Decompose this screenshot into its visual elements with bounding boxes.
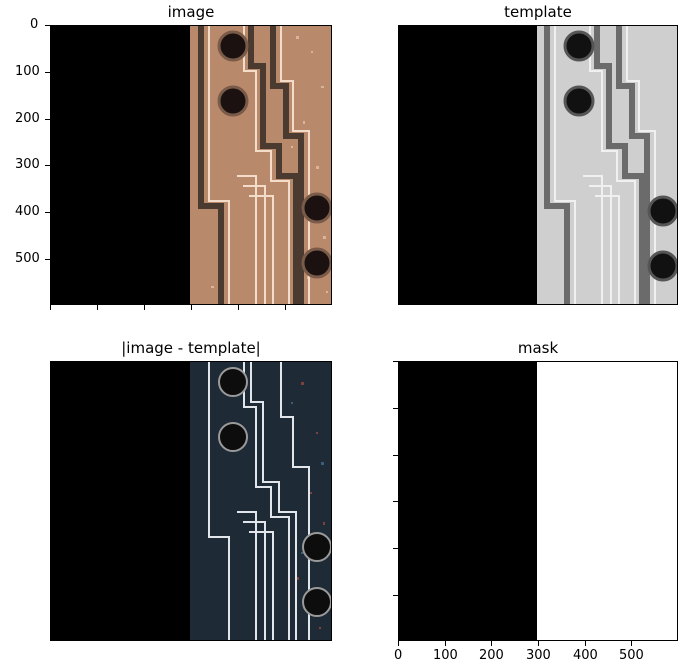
mask-plot-area xyxy=(398,361,678,641)
template-plot-area xyxy=(398,25,678,305)
mask-visual xyxy=(399,362,677,640)
y-tick-mark xyxy=(45,25,50,26)
panel-title-image: image xyxy=(167,3,215,21)
y-tick-label: 500 xyxy=(15,251,40,266)
image-circuit-visual xyxy=(51,26,331,304)
y-tick-mark xyxy=(393,455,398,456)
y-tick-label: 300 xyxy=(15,157,40,172)
x-tick-label: 100 xyxy=(433,648,458,663)
x-tick-label: 400 xyxy=(573,648,598,663)
x-tick-mark xyxy=(538,641,539,646)
x-tick-mark xyxy=(97,305,98,310)
y-tick-label: 400 xyxy=(15,204,40,219)
x-tick-mark xyxy=(191,305,192,310)
y-tick-mark xyxy=(45,259,50,260)
x-tick-mark xyxy=(144,305,145,310)
x-tick-mark xyxy=(238,305,239,310)
y-tick-mark xyxy=(45,165,50,166)
x-tick-mark xyxy=(491,641,492,646)
y-tick-mark xyxy=(45,212,50,213)
y-tick-mark xyxy=(45,72,50,73)
x-tick-label: 500 xyxy=(619,648,644,663)
x-tick-mark xyxy=(285,305,286,310)
x-tick-label: 0 xyxy=(394,648,403,663)
y-tick-label: 0 xyxy=(30,17,39,32)
panel-title-template: template xyxy=(504,3,572,21)
x-tick-mark xyxy=(631,641,632,646)
diff-circuit-visual xyxy=(51,362,331,640)
y-tick-mark xyxy=(393,595,398,596)
y-tick-mark xyxy=(45,119,50,120)
panel-title-diff: |image - template| xyxy=(121,339,261,357)
template-circuit-visual xyxy=(399,26,677,304)
x-tick-mark xyxy=(50,305,51,310)
y-tick-label: 200 xyxy=(15,111,40,126)
x-tick-mark xyxy=(445,641,446,646)
x-tick-label: 200 xyxy=(479,648,504,663)
x-tick-mark xyxy=(585,641,586,646)
y-tick-mark xyxy=(393,361,398,362)
x-tick-mark xyxy=(398,641,399,646)
y-tick-mark xyxy=(393,408,398,409)
y-tick-mark xyxy=(393,548,398,549)
panel-title-mask: mask xyxy=(517,339,559,357)
x-tick-label: 300 xyxy=(526,648,551,663)
y-tick-mark xyxy=(393,501,398,502)
image-plot-area xyxy=(50,25,332,305)
diff-plot-area xyxy=(50,361,332,641)
y-tick-label: 100 xyxy=(15,64,40,79)
